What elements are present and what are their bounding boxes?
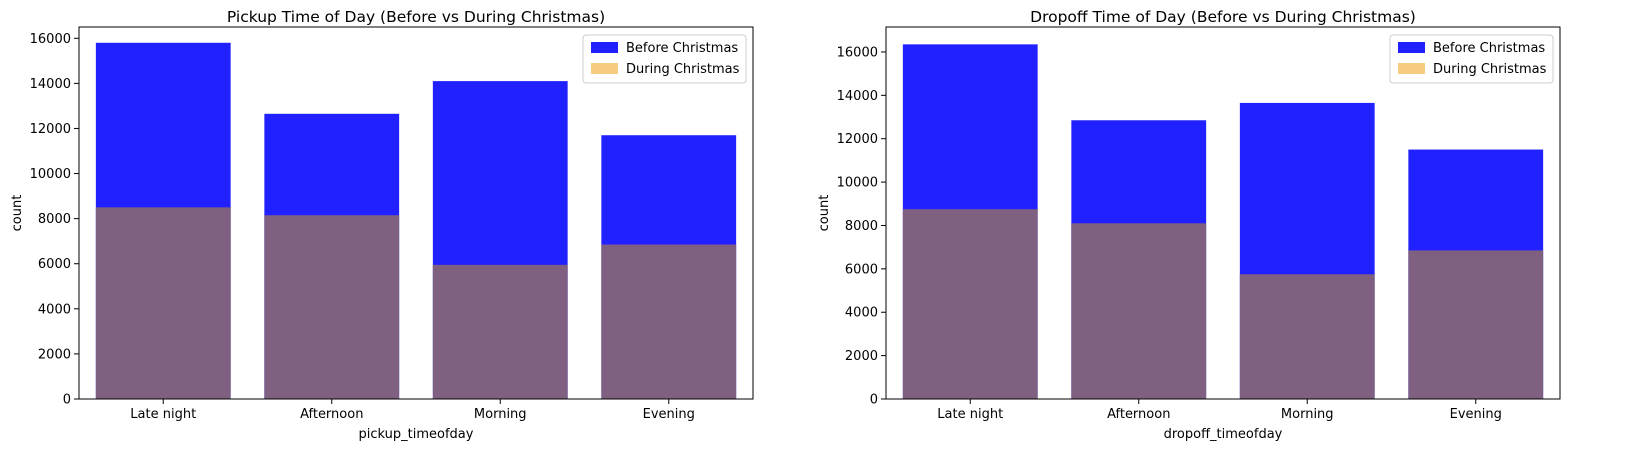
legend-swatch-before [1398,42,1425,53]
bar-during-christmas [432,264,568,399]
y-tick-label: 2000 [38,347,71,362]
bar-during-christmas [902,209,1038,399]
bar-during-christmas [95,207,231,399]
legend-box [1389,34,1554,84]
axes-frame [78,26,754,400]
legend: Before Christmas During Christmas [582,34,747,84]
y-axis-label: count [817,195,832,232]
y-tick-label: 2000 [845,349,878,364]
x-tick-label: Evening [643,407,695,422]
legend-label-before: Before Christmas [1433,41,1545,56]
y-tick-label: 12000 [30,122,71,137]
y-tick-label: 14000 [30,77,71,92]
y-tick-label: 14000 [837,89,878,104]
x-tick-label: Evening [1450,407,1502,422]
x-axis-label: dropoff_timeofday [1164,427,1283,442]
bar-during-christmas [601,244,737,399]
x-tick-label: Morning [474,407,527,422]
y-tick-label: 12000 [837,132,878,147]
y-tick-label: 6000 [845,262,878,277]
y-tick-label: 16000 [30,32,71,47]
x-tick-label: Late night [130,407,196,422]
bar-during-christmas [1071,223,1207,399]
y-tick-label: 0 [63,393,71,408]
legend-label-during: During Christmas [1433,62,1547,77]
y-tick-label: 8000 [845,219,878,234]
legend-label-before: Before Christmas [626,41,738,56]
x-tick-label: Morning [1281,407,1334,422]
x-tick-label: Late night [937,407,1003,422]
legend-label-during: During Christmas [626,62,740,77]
y-tick-label: 4000 [38,302,71,317]
legend-box [582,34,747,84]
pickup-chart-panel: 0 2000 4000 6000 8000 10000 12000 14000 16000 Lat… [10,8,754,442]
y-tick-label: 8000 [38,212,71,227]
y-tick-label: 10000 [30,167,71,182]
chart-title: Pickup Time of Day (Before vs During Chr… [227,8,605,26]
dropoff-chart-panel: 0 2000 4000 6000 8000 10000 12000 14000 16000 Lat… [817,8,1561,442]
x-tick-label: Afternoon [300,407,363,422]
x-axis-label: pickup_timeofday [359,427,474,442]
chart-title: Dropoff Time of Day (Before vs During Ch… [1030,8,1416,26]
y-tick-label: 6000 [38,257,71,272]
legend-swatch-before [591,42,618,53]
y-tick-label: 0 [870,393,878,408]
legend-swatch-during [1398,63,1425,74]
y-axis-label: count [10,195,25,232]
legend: Before Christmas During Christmas [1389,34,1554,84]
x-tick-label: Afternoon [1107,407,1170,422]
bar-during-christmas [264,215,400,399]
bar-during-christmas [1239,274,1375,399]
y-tick-label: 16000 [837,45,878,60]
bar-during-christmas [1408,250,1544,399]
legend-swatch-during [591,63,618,74]
y-tick-label: 4000 [845,306,878,321]
y-tick-label: 10000 [837,176,878,191]
axes-frame [885,26,1561,400]
